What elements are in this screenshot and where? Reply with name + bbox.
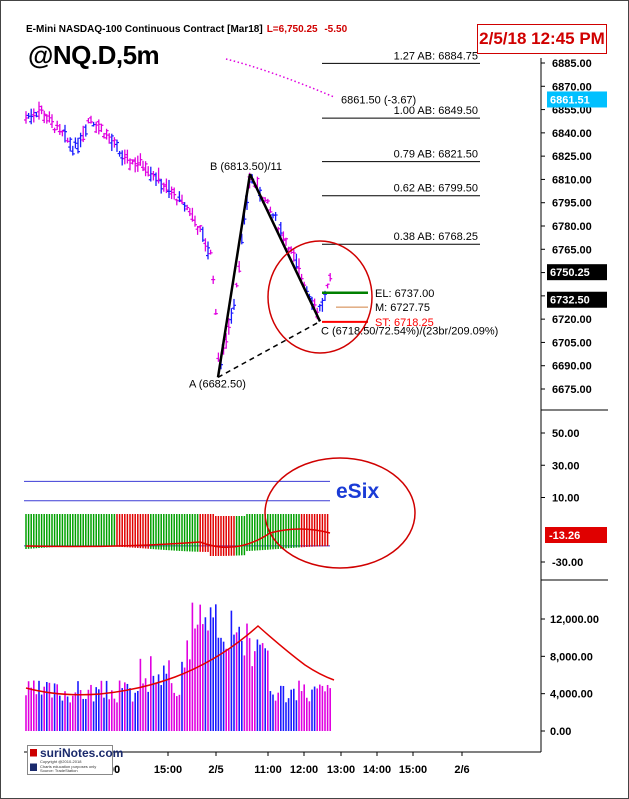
volume-tick-label: 4,000.00 [550, 689, 593, 701]
price-tag-label: 6750.25 [550, 267, 590, 279]
price-tag-label: 6861.51 [550, 94, 590, 106]
price-tick-label: 6765.00 [552, 244, 592, 256]
price-tick-label: 6795.00 [552, 198, 592, 210]
pattern-leg-bc [248, 173, 322, 323]
volume-tick-label: 8,000.00 [550, 651, 593, 663]
contract-name: E-Mini NASDAQ-100 Continuous Contract [M… [26, 24, 263, 35]
contract-title: E-Mini NASDAQ-100 Continuous Contract [M… [26, 24, 347, 35]
pattern-point-b: B (6813.50)/11 [210, 161, 282, 173]
stop-level-label: ST: 6718.25 [375, 317, 434, 329]
volume-panel [25, 602, 335, 731]
logo-name: suriNotes.com [40, 746, 124, 760]
date-time-badge: 2/5/18 12:45 PM [477, 24, 607, 54]
price-tick-label: 6675.00 [552, 384, 592, 396]
price-tick-label: 6855.00 [552, 105, 592, 117]
esix-tick-label: 10.00 [552, 493, 580, 505]
esix-tick-label: 50.00 [552, 428, 580, 440]
time-tick-label: 11:00 [254, 764, 282, 776]
target-label: 0.62 AB: 6799.50 [394, 183, 478, 195]
axes: 6885.00 6870.00 6855.00 6840.00 6825.00 6810.… [24, 58, 608, 776]
price-tag-box [547, 91, 607, 108]
price-tick-label: 6705.00 [552, 337, 592, 349]
pattern-leg-ab [216, 173, 252, 378]
price-tick-label: 6870.00 [552, 81, 592, 93]
target-label: 0.79 AB: 6821.50 [394, 149, 478, 161]
pattern-point-a: A (6682.50) [189, 378, 246, 390]
time-tick-label: 13:00 [327, 764, 355, 776]
price-tag-box [547, 291, 607, 308]
target-label: 1.27 AB: 6884.75 [394, 50, 478, 62]
flag-icon [30, 749, 37, 771]
alert-trend-line [225, 58, 335, 98]
price-tag-label: 6732.50 [550, 295, 590, 307]
esix-panel: eSix [24, 457, 416, 569]
time-tick-label: 2/5 [208, 764, 223, 776]
esix-tick-label: 30.00 [552, 460, 580, 472]
price-tick-label: 6825.00 [552, 151, 592, 163]
time-tick-label: 2/6 [454, 764, 469, 776]
volume-tick-label: 12,000.00 [550, 614, 599, 626]
price-tick-label: 6780.00 [552, 221, 592, 233]
last-price: L=6,750.25 [266, 24, 318, 35]
alert-label: 6861.50 (-3.67) [341, 94, 416, 106]
price-tag-box [547, 264, 607, 281]
price-tick-label: 6720.00 [552, 314, 592, 326]
price-tick-label: 6810.00 [552, 174, 592, 186]
esix-tick-label: -30.00 [552, 557, 583, 569]
esix-value-label: -13.26 [549, 530, 580, 542]
time-tick-label: 12:00 [290, 764, 318, 776]
price-panel: 6861.50 (-3.67) 1.27 AB: 6884.75 1.00 AB: … [24, 50, 498, 390]
price-tick-label: 6840.00 [552, 128, 592, 140]
time-tick-label: 15:00 [154, 764, 182, 776]
esix-highlight-circle [264, 457, 416, 569]
volume-average-line [25, 624, 335, 696]
entry-level-label: EL: 6737.00 [375, 288, 434, 300]
brand-logo: suriNotes.com Copyright @2010-2018 Chart… [27, 745, 123, 775]
time-tick-label: 14:00 [363, 764, 391, 776]
price-tick-label: 6885.00 [552, 58, 592, 70]
symbol-label: @NQ.D,5m [28, 40, 160, 70]
pattern-point-c: C (6718.50/72.54%)/(23br/209.09%) [321, 325, 498, 337]
esix-value-box [545, 527, 607, 544]
price-change: -5.50 [324, 24, 348, 35]
price-tick-label: 6690.00 [552, 361, 592, 373]
target-label: 0.38 AB: 6768.25 [394, 231, 478, 243]
esix-curve [25, 528, 331, 548]
volume-tick-label: 0.00 [550, 726, 571, 738]
time-tick-label: 15:00 [399, 764, 427, 776]
mid-level-label: M: 6727.75 [375, 302, 430, 314]
time-tick-label: 0 [114, 764, 120, 776]
highlight-circle [267, 240, 373, 354]
logo-fine-print: Copyright @2010-2018 Charts education pu… [40, 759, 97, 773]
pattern-leg-ac [217, 320, 321, 379]
esix-label: eSix [336, 480, 380, 503]
target-label: 1.00 AB: 6849.50 [394, 105, 478, 117]
